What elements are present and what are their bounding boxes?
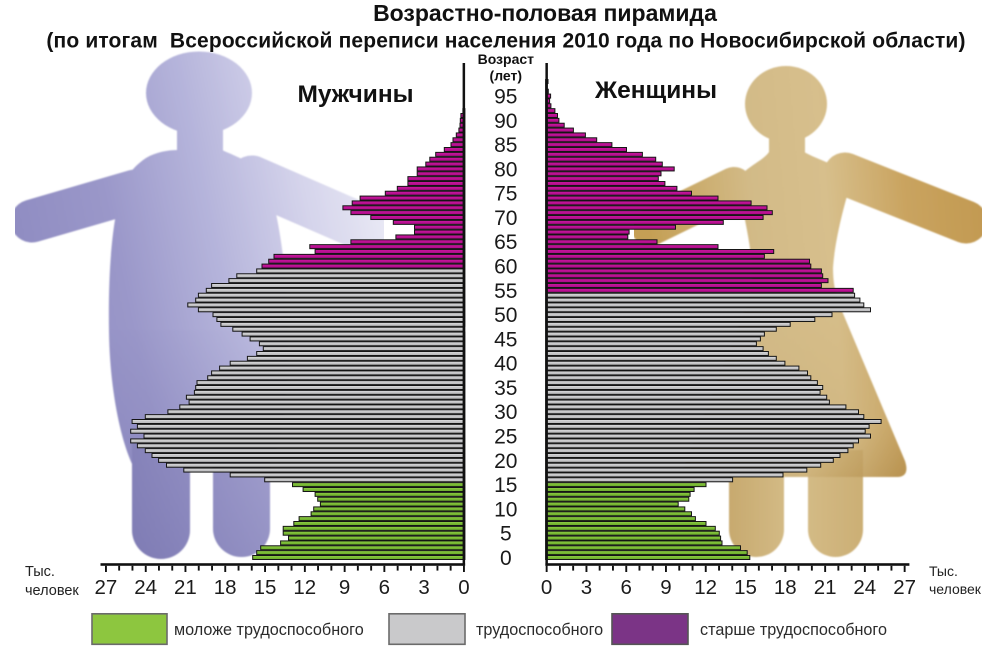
svg-text:40: 40 [494,353,517,376]
svg-text:3: 3 [581,576,592,599]
svg-text:27: 27 [94,576,117,599]
svg-text:45: 45 [494,328,517,351]
svg-text:трудоспособного: трудоспособного [476,621,603,639]
svg-text:27: 27 [893,576,916,599]
svg-text:9: 9 [660,576,671,599]
svg-text:85: 85 [494,134,517,157]
svg-text:70: 70 [494,207,517,230]
svg-text:15: 15 [734,576,757,599]
svg-text:(лет): (лет) [490,68,523,84]
svg-text:24: 24 [853,576,876,599]
svg-text:30: 30 [494,401,517,424]
svg-text:90: 90 [494,110,517,133]
svg-text:35: 35 [494,377,517,400]
svg-text:21: 21 [814,576,837,599]
svg-text:55: 55 [494,280,517,303]
svg-text:80: 80 [494,158,517,181]
svg-text:12: 12 [293,576,316,599]
svg-text:9: 9 [339,576,350,599]
svg-text:старше трудоспособного: старше трудоспособного [700,621,887,639]
svg-text:Женщины: Женщины [594,77,717,104]
svg-text:5: 5 [500,523,512,546]
svg-text:21: 21 [174,576,197,599]
svg-text:18: 18 [774,576,797,599]
svg-text:15: 15 [494,474,517,497]
svg-text:95: 95 [494,86,517,109]
svg-text:0: 0 [458,576,469,599]
svg-text:0: 0 [500,547,512,570]
svg-text:Возраст: Возраст [478,51,535,67]
svg-text:20: 20 [494,450,517,473]
svg-text:65: 65 [494,231,517,254]
svg-text:Тыс.: Тыс. [929,563,958,579]
svg-text:12: 12 [694,576,717,599]
svg-text:6: 6 [620,576,631,599]
svg-text:Тыс.: Тыс. [25,564,55,580]
svg-text:75: 75 [494,183,517,206]
svg-text:60: 60 [494,256,517,279]
svg-text:человек: человек [25,583,79,599]
svg-text:моложе трудоспособного: моложе трудоспособного [174,621,364,639]
svg-text:(по итогам Всероссийской пере: (по итогам Всероссийской переписи населе… [46,30,965,53]
svg-text:6: 6 [379,576,390,599]
svg-text:3: 3 [418,576,429,599]
svg-text:18: 18 [214,576,237,599]
svg-text:15: 15 [254,576,277,599]
svg-text:человек: человек [929,581,982,597]
svg-text:Возрастно-половая пирамида: Возрастно-половая пирамида [373,0,717,26]
svg-text:50: 50 [494,304,517,327]
svg-text:24: 24 [134,576,157,599]
svg-text:0: 0 [541,576,552,599]
svg-text:10: 10 [494,498,517,521]
svg-text:Мужчины: Мужчины [297,81,413,108]
svg-text:25: 25 [494,426,517,449]
